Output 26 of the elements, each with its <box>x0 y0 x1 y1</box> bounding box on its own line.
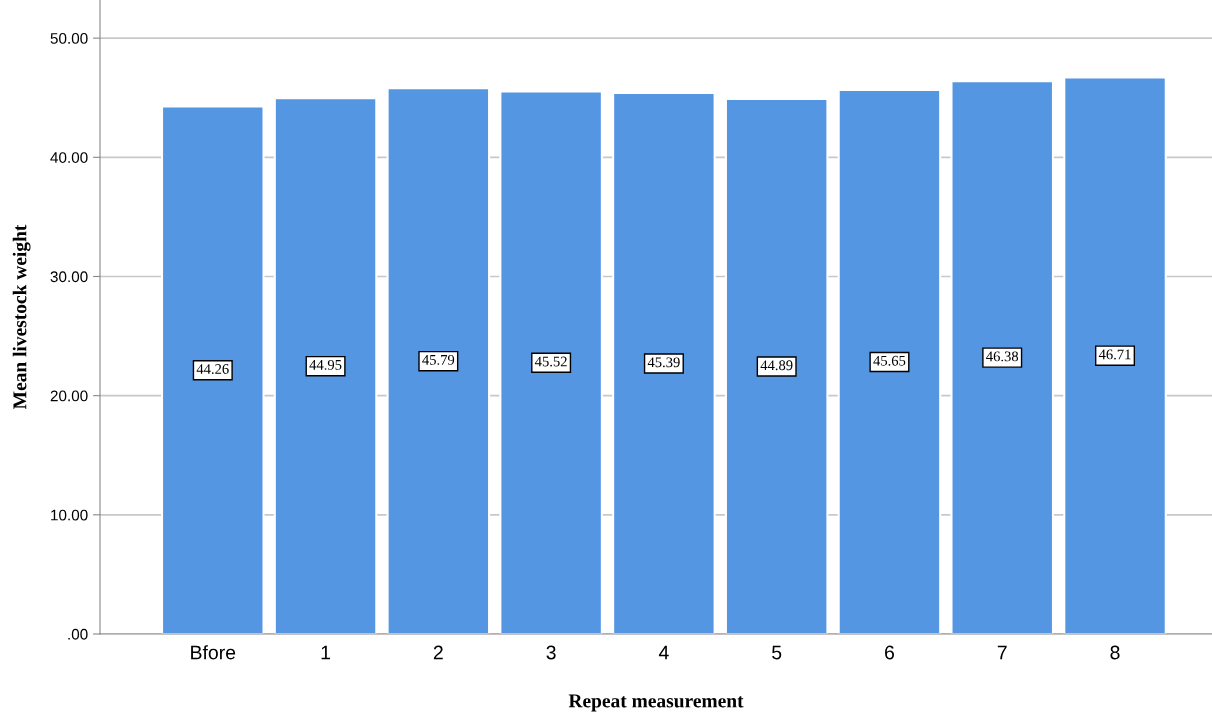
x-axis-title: Repeat measurement <box>568 694 744 712</box>
data-label: 45.79 <box>422 355 455 365</box>
y-tick-label: 40.00 <box>50 152 88 163</box>
x-tick-label: 8 <box>1110 645 1120 660</box>
x-tick-label: 6 <box>885 645 895 660</box>
data-label: 44.26 <box>196 364 229 374</box>
data-label: 45.65 <box>873 355 906 366</box>
x-tick-label: 3 <box>546 645 556 660</box>
y-tick-label: 20.00 <box>50 390 88 402</box>
y-axis-title: Mean livestock weight <box>12 224 31 410</box>
x-tick-label: 7 <box>997 645 1007 660</box>
data-label: 46.38 <box>986 351 1019 362</box>
data-label: 44.89 <box>760 360 793 371</box>
x-tick-label: 4 <box>658 645 669 660</box>
y-tick-label: 50.00 <box>50 33 88 44</box>
data-label: 46.71 <box>1098 349 1131 360</box>
x-tick-label: 1 <box>321 645 331 660</box>
y-tick-label: 10.00 <box>51 509 88 521</box>
data-label: 45.52 <box>534 356 567 367</box>
x-tick-label: Bfore <box>191 645 236 660</box>
x-tick-label: 2 <box>433 645 443 660</box>
data-label: 45.39 <box>647 357 680 368</box>
y-tick-label: 30.00 <box>50 271 88 283</box>
data-label: 44.95 <box>309 360 342 370</box>
y-tick-label: .00 <box>68 628 88 640</box>
x-tick-label: 5 <box>772 645 782 660</box>
